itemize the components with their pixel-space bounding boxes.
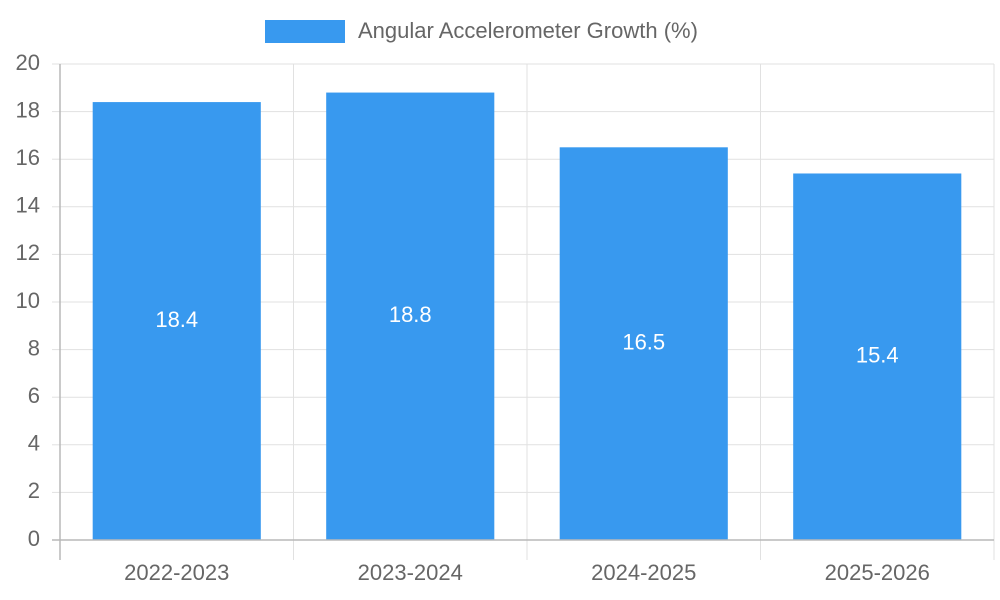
x-tick-label: 2022-2023: [124, 560, 229, 585]
y-tick-label: 6: [28, 383, 40, 408]
y-tick-label: 16: [16, 145, 40, 170]
bar-2024-2025[interactable]: [559, 147, 728, 541]
axes: 0 2 4 6 8 10 12 14 16 18 20 2022-2023 2023-2024 2024-…: [16, 50, 995, 585]
bar-2022-2023[interactable]: [92, 102, 261, 540]
y-tick-label: 20: [16, 50, 40, 75]
legend-label: Angular Accelerometer Growth (%): [358, 18, 698, 43]
y-tick-label: 4: [28, 431, 40, 456]
data-label: 15.4: [856, 343, 899, 368]
y-tick-label: 14: [16, 193, 40, 218]
data-labels: 18.4 18.8 16.5 15.4: [155, 302, 898, 367]
data-label: 18.8: [389, 302, 432, 327]
x-tick-label: 2024-2025: [591, 560, 696, 585]
y-tick-label: 12: [16, 240, 40, 265]
y-tick-label: 18: [16, 97, 40, 122]
bar-2025-2026[interactable]: [793, 173, 962, 541]
x-tick-label: 2023-2024: [358, 560, 463, 585]
y-tick-label: 8: [28, 335, 40, 360]
data-label: 18.4: [155, 307, 198, 332]
y-tick-label: 2: [28, 478, 40, 503]
data-label: 16.5: [622, 329, 665, 354]
y-tick-label: 10: [16, 288, 40, 313]
bar-2023-2024[interactable]: [326, 92, 495, 540]
y-tick-label: 0: [28, 526, 40, 551]
legend: Angular Accelerometer Growth (%): [265, 18, 698, 43]
bars: [92, 92, 962, 541]
legend-swatch: [265, 20, 345, 43]
x-tick-label: 2025-2026: [825, 560, 930, 585]
